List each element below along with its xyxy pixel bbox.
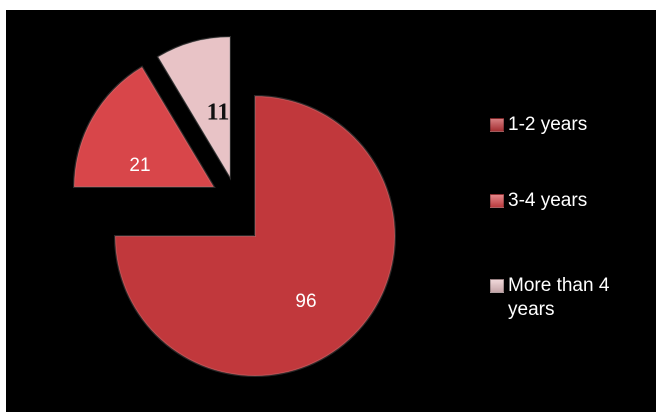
legend-item-3-4-years: 3-4 years (490, 189, 658, 213)
legend: 1-2 years 3-4 years More than 4 years (490, 0, 660, 419)
slice-3-4-years-edge (73, 66, 215, 188)
legend-marker-more-than-4-years (490, 279, 504, 293)
slice-more-than-4-years-edge (157, 36, 231, 179)
legend-label: 1-2 years (508, 114, 588, 135)
slice-more-than-4-years (156, 35, 231, 181)
legend-marker-1-2-years (490, 118, 504, 132)
slice-3-4-years (72, 65, 216, 188)
legend-item-1-2-years: 1-2 years (490, 113, 658, 137)
legend-label: More than 4 years (508, 275, 610, 320)
legend-label: 3-4 years (508, 190, 588, 211)
legend-item-more-than-4-years: More than 4 years (490, 274, 628, 322)
data-label-more-than-4-years: 11 (207, 100, 230, 126)
slice-1-2-years (113, 94, 396, 377)
slice-1-2-years-edge (114, 95, 396, 377)
data-label-3-4-years: 21 (129, 155, 150, 176)
legend-marker-3-4-years (490, 194, 504, 208)
data-label-1-2-years: 96 (295, 291, 316, 312)
